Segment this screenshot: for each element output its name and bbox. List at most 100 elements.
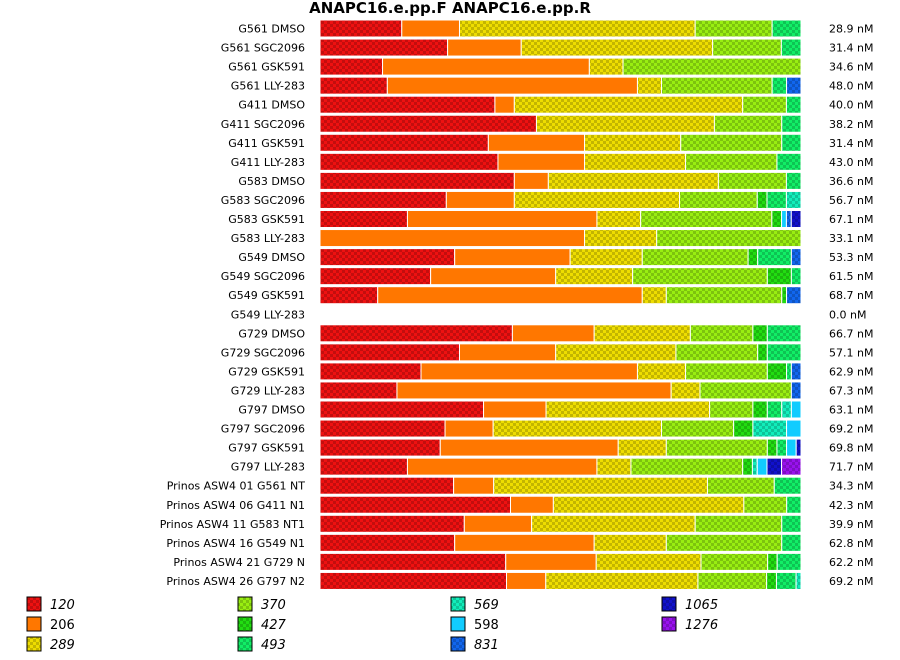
- row-label: G797 DMSO: [238, 404, 305, 417]
- bar-segment-120: [319, 514, 465, 533]
- bar-segment-427: [766, 438, 778, 457]
- row-label: Prinos ASW4 16 G549 N1: [166, 537, 305, 550]
- bar-segment-120: [319, 286, 379, 305]
- bar-segment-120: [319, 76, 388, 95]
- bar-segment-120: [319, 495, 511, 514]
- bar-segment-569: [751, 457, 758, 476]
- row-label: G583 SGC2096: [221, 194, 305, 207]
- bar-segment-120: [319, 419, 446, 438]
- bar-segment-206: [386, 76, 638, 95]
- legend-swatch: [661, 616, 677, 632]
- bar-segment-206: [487, 133, 586, 152]
- bar-segment-206: [430, 267, 557, 286]
- bar-segment-289: [531, 514, 696, 533]
- bar-segment-289: [584, 152, 687, 171]
- bar-segment-206: [510, 495, 554, 514]
- bar-segment-289: [636, 76, 663, 95]
- row-total: 31.4 nM: [829, 137, 873, 150]
- bar-segment-370: [706, 476, 775, 495]
- bar-segment-289: [670, 381, 701, 400]
- bar-segment-206: [445, 190, 515, 209]
- legend-label: 1276: [685, 618, 718, 633]
- bar-segment-598: [756, 457, 768, 476]
- bar-segment-493: [773, 476, 802, 495]
- row-label: G729 DMSO: [238, 327, 305, 340]
- bar-segment-370: [742, 95, 787, 114]
- bar-segment-493: [771, 19, 802, 38]
- bar-segment-120: [319, 267, 432, 286]
- bar-segment-120: [319, 343, 460, 362]
- legend-swatch: [450, 596, 466, 612]
- bar-segment-493: [790, 267, 802, 286]
- bar-segment-289: [596, 457, 632, 476]
- row-label: G411 LLY-283: [231, 156, 305, 169]
- bar-segment-493: [781, 133, 802, 152]
- bar-segment-289: [547, 171, 719, 190]
- row-label: G729 SGC2096: [221, 346, 305, 359]
- legend-swatch: [661, 596, 677, 612]
- legend-swatch: [237, 596, 253, 612]
- bar-segment-206: [439, 438, 619, 457]
- bar-segment-289: [636, 362, 687, 381]
- row-total: 34.6 nM: [829, 61, 873, 74]
- bar-segment-569: [752, 419, 788, 438]
- bar-segment-831: [790, 381, 802, 400]
- legend-label: 370: [261, 598, 286, 613]
- bar-segment-427: [771, 210, 783, 228]
- bar-segment-493: [776, 552, 802, 571]
- legend-swatch: [237, 616, 253, 632]
- row-total: 53.3 nM: [829, 251, 873, 264]
- bar-segment-493: [776, 152, 802, 171]
- bar-segment-120: [319, 571, 508, 590]
- bar-segment-370: [743, 495, 788, 514]
- bar-segment-206: [506, 571, 547, 590]
- row-total: 43.0 nM: [829, 156, 873, 169]
- bar-segment-289: [584, 133, 682, 152]
- row-total: 36.6 nM: [829, 175, 873, 188]
- bar-segment-493: [781, 533, 802, 552]
- bar-segment-206: [483, 400, 547, 419]
- legend-label: 569: [474, 598, 499, 613]
- bar-segment-120: [319, 114, 537, 133]
- bar-segment-370: [713, 114, 783, 133]
- bar-segment-289: [493, 476, 708, 495]
- bar-segment-206: [401, 19, 460, 38]
- row-total: 71.7 nM: [829, 461, 873, 474]
- bar-segment-289: [520, 38, 714, 57]
- bar-segment-493: [785, 171, 802, 190]
- bar-segment-120: [319, 38, 449, 57]
- bar-segment-206: [454, 248, 571, 267]
- bar-segment-289: [513, 190, 681, 209]
- row-label: G561 DMSO: [238, 23, 305, 36]
- bar-segment-493: [775, 571, 797, 590]
- legend-label: 427: [261, 618, 287, 633]
- bar-segment-206: [513, 171, 549, 190]
- bar-segment-120: [319, 190, 447, 209]
- row-label: Prinos ASW4 26 G797 N2: [166, 575, 305, 588]
- row-total: 68.7 nM: [829, 289, 873, 302]
- bar-segment-493: [781, 114, 802, 133]
- bar-segment-370: [700, 552, 769, 571]
- bar-segment-493: [776, 438, 788, 457]
- bar-segment-831: [786, 286, 802, 305]
- row-total: 63.1 nM: [829, 404, 873, 417]
- legend-label: 1065: [685, 598, 718, 613]
- bar-segment-289: [596, 210, 642, 228]
- bar-segment-370: [685, 152, 778, 171]
- row-total: 39.9 nM: [829, 518, 873, 531]
- row-label: Prinos ASW4 21 G729 N: [173, 556, 305, 569]
- row-label: G411 SGC2096: [221, 118, 305, 131]
- bar-segment-1276: [781, 457, 802, 476]
- bar-segment-120: [319, 210, 408, 228]
- legend-label: 120: [50, 598, 75, 613]
- bar-segment-289: [555, 267, 634, 286]
- bar-segment-120: [319, 457, 408, 476]
- bar-segment-493: [771, 76, 788, 95]
- bar-segment-289: [617, 438, 667, 457]
- row-label: G561 GSK591: [228, 61, 305, 74]
- row-total: 69.2 nM: [829, 423, 873, 436]
- bar-segment-206: [494, 95, 515, 114]
- row-total: 40.0 nM: [829, 99, 873, 112]
- bar-segment-1065: [790, 210, 802, 228]
- bar-segment-427: [756, 190, 768, 209]
